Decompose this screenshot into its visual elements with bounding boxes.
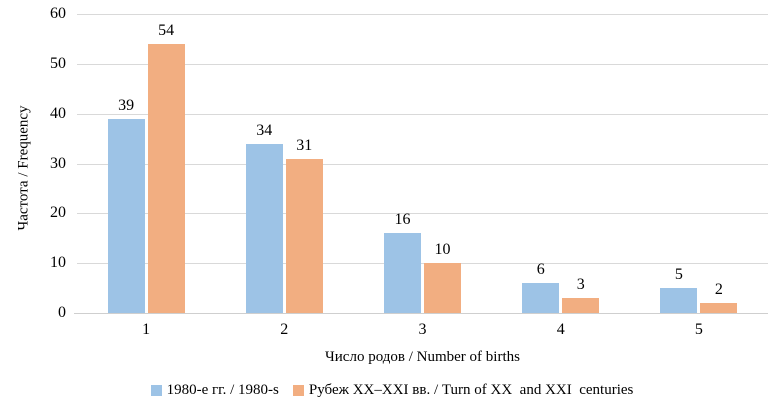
bar-value-label: 54: [158, 21, 175, 39]
gridline: [77, 14, 768, 15]
bar-value-label: 2: [714, 281, 723, 298]
legend-swatch: [150, 384, 162, 396]
x-tick-label: 2: [280, 321, 289, 338]
bar-series-1: [660, 288, 698, 313]
y-tick-label: 20: [50, 204, 66, 222]
bar-series-2: [700, 303, 738, 313]
bar-series-1: [522, 283, 560, 313]
bar-series-2: [285, 158, 323, 313]
y-tick-label: 60: [50, 5, 66, 22]
gridline: [77, 63, 768, 65]
bar-series-2: [562, 298, 600, 313]
y-tick-label: 30: [50, 154, 66, 172]
legend-item: Рубеж XX–XXI вв. / Turn of XX and XXI ce…: [292, 380, 634, 400]
x-tick-label: 3: [418, 321, 427, 338]
gridline: [77, 263, 768, 265]
y-tick-label: 40: [50, 104, 66, 122]
plot-area: 39 54 34 31 16 10 6 3 5 2: [74, 14, 768, 314]
legend-swatch: [292, 384, 304, 396]
x-tick-label: 5: [694, 321, 703, 338]
bar-value-label: 31: [296, 136, 313, 154]
gridline: [77, 163, 768, 165]
x-tick-label: 4: [556, 321, 565, 338]
bar-series-1: [245, 143, 283, 313]
gridline: [77, 213, 768, 215]
bar-series-2: [424, 263, 461, 313]
x-tick-label: 1: [142, 321, 151, 338]
gridline: [77, 113, 768, 115]
legend-label: 1980-е гг. / 1980-s: [166, 382, 279, 398]
bar-value-label: 5: [674, 266, 683, 284]
bar-value-label: 34: [256, 121, 273, 139]
legend-label: Рубеж XX–XXI вв. / Turn of XX and XXI ce…: [308, 382, 634, 398]
bar-series-2: [147, 43, 185, 313]
bar-series-1: [384, 233, 421, 313]
y-tick-label: 50: [50, 54, 66, 72]
bar-value-label: 6: [536, 261, 545, 279]
y-tick-label: 10: [50, 254, 66, 272]
x-axis-title: Число родов / Number of births: [325, 349, 520, 365]
bar-series-1: [107, 118, 145, 313]
legend-item: 1980-е гг. / 1980-s: [150, 380, 279, 400]
bar-value-label: 39: [118, 96, 135, 114]
legend: 1980-е гг. / 1980-s Рубеж XX–XXI вв. / Tu…: [0, 379, 784, 401]
bar-value-label: 3: [576, 276, 585, 294]
bar-value-label: 16: [394, 211, 411, 229]
y-tick-label: 0: [58, 304, 66, 321]
bar-value-label: 10: [434, 241, 451, 259]
gridline: [74, 313, 768, 314]
